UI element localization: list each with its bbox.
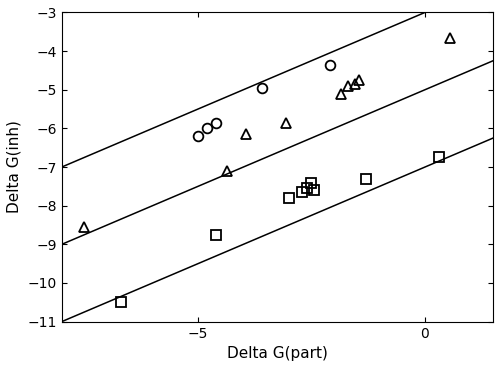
X-axis label: Delta G(part): Delta G(part) (227, 346, 328, 361)
Y-axis label: Delta G(inh): Delta G(inh) (7, 121, 22, 213)
